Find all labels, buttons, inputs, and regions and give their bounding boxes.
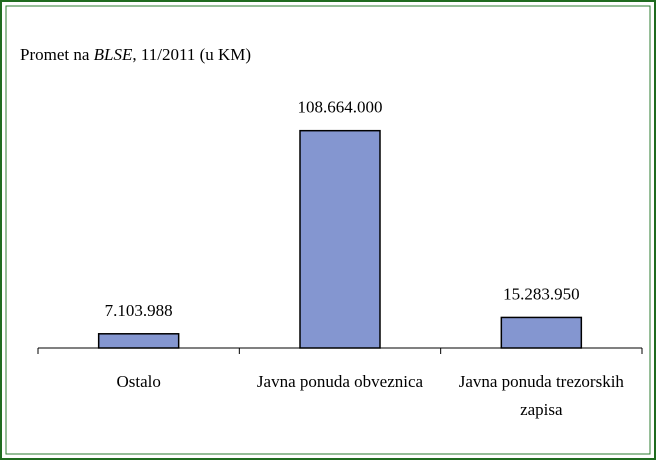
title-part: BLSE <box>94 45 133 64</box>
bar <box>97 333 180 349</box>
value-label: 7.103.988 <box>105 301 173 320</box>
x-tick-label: Ostalo <box>116 372 160 391</box>
bar <box>299 129 381 349</box>
x-tick-label: Javna ponuda trezorskih zapisa <box>459 372 625 419</box>
bar <box>500 316 583 349</box>
inner-frame <box>5 5 651 455</box>
value-label: 108.664.000 <box>298 98 383 117</box>
title-part: , 11/2011 (u KM) <box>132 45 251 64</box>
x-tick-label: Javna ponuda obveznica <box>257 372 424 391</box>
chart-title: Promet na BLSE, 11/2011 (u KM) <box>20 45 251 64</box>
value-label: 15.283.950 <box>503 284 580 303</box>
title-part: Promet na <box>20 45 94 64</box>
